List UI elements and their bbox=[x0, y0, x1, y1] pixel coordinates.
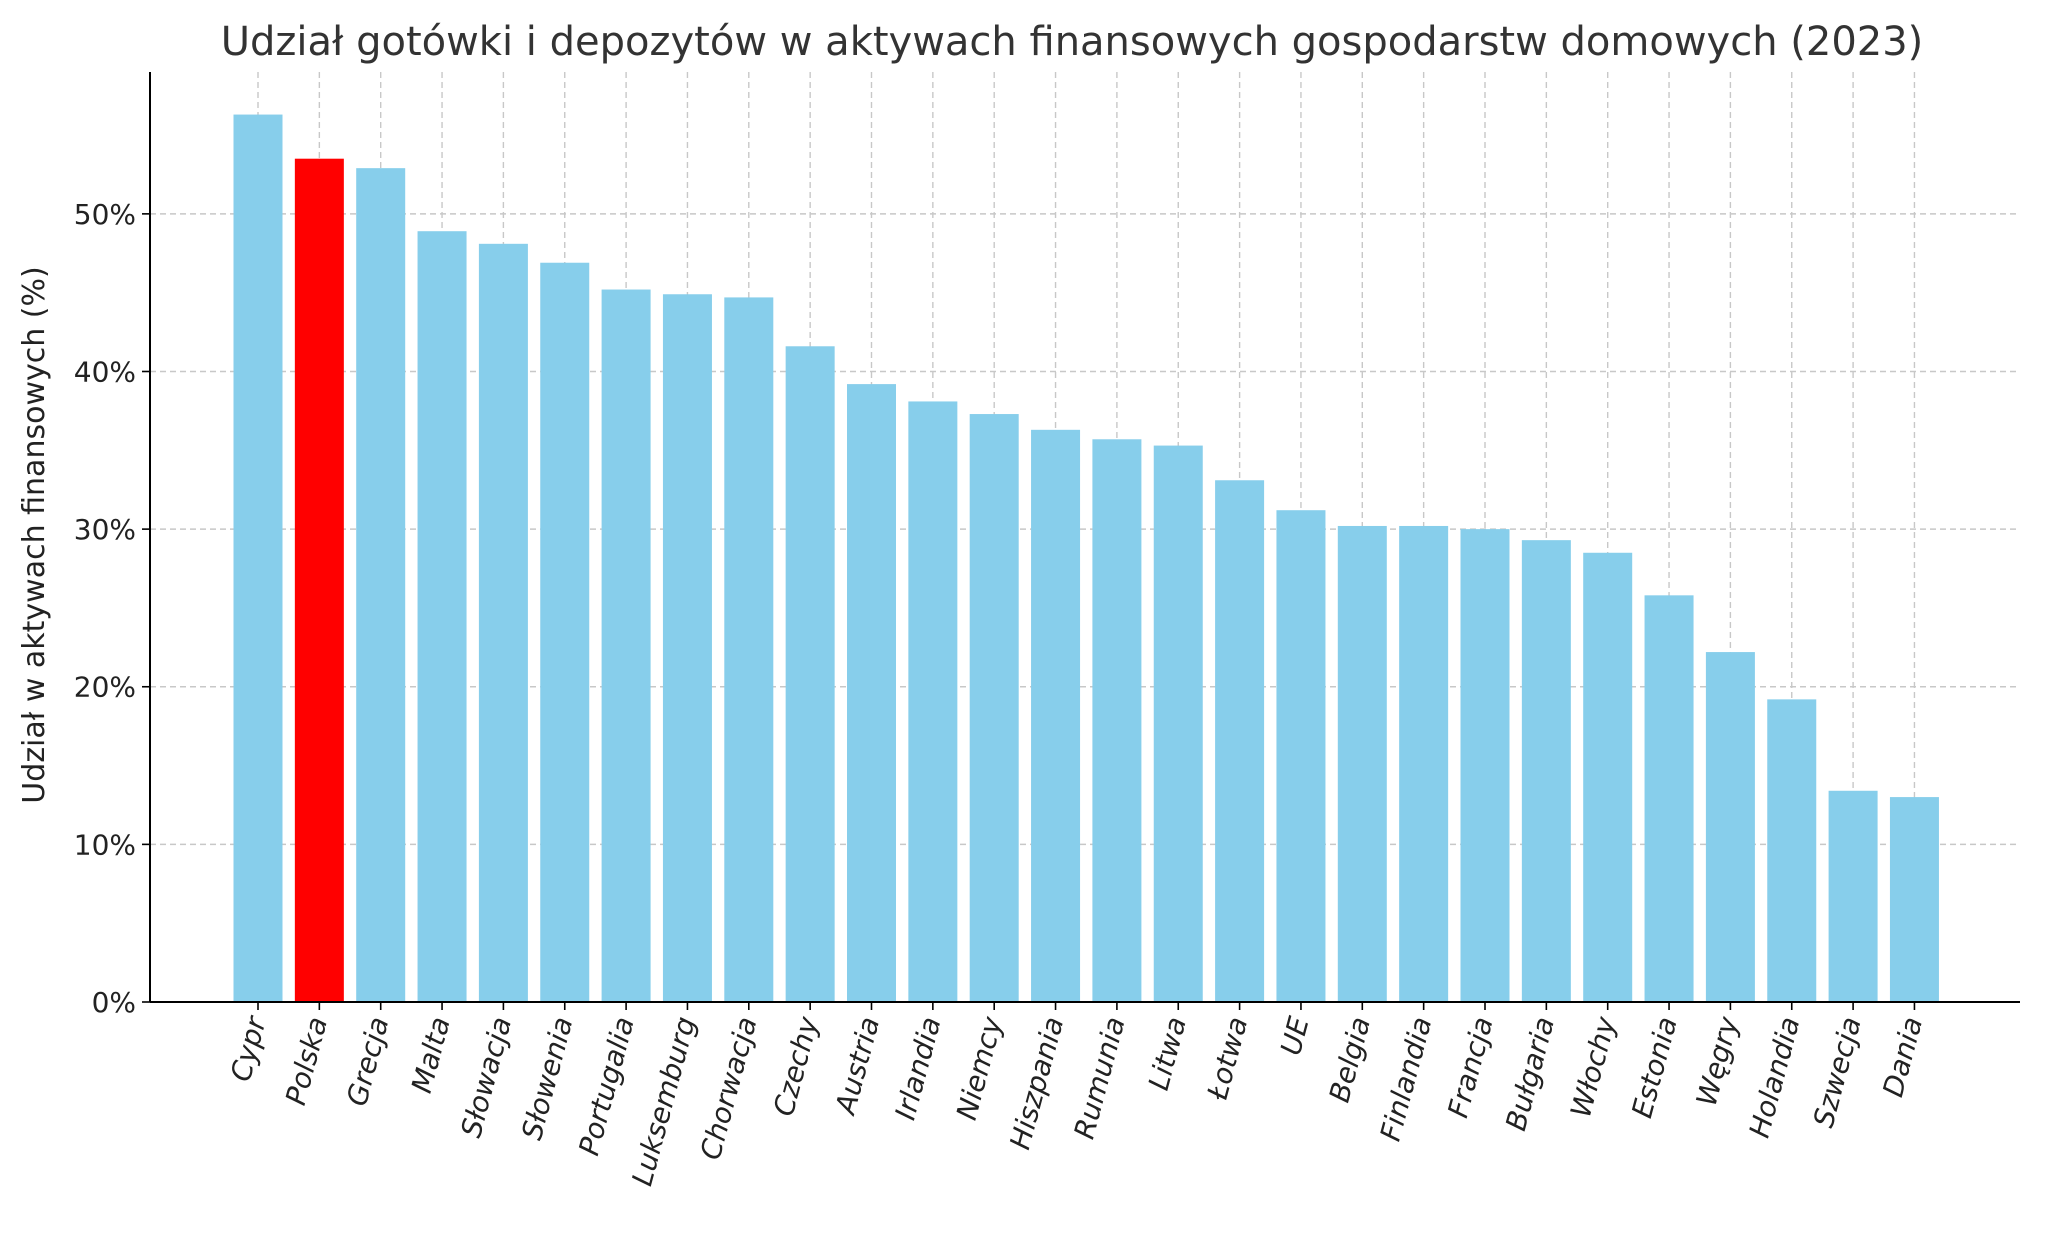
x-tick-label-czechy: Czechy bbox=[767, 1013, 825, 1120]
x-tick-label-grecja: Grecja bbox=[340, 1013, 395, 1109]
x-tick-label-hiszpania: Hiszpania bbox=[1003, 1013, 1070, 1153]
y-tick-label: 30% bbox=[74, 513, 136, 546]
x-tick-label-polska: Polska bbox=[279, 1013, 334, 1108]
bar-portugalia bbox=[601, 289, 651, 1003]
axes bbox=[149, 72, 2020, 1003]
bar-lotwa bbox=[1215, 480, 1265, 1002]
x-tick-label-lotwa: Łotwa bbox=[1201, 1013, 1255, 1104]
chart-title: Udział gotówki i depozytów w aktywach fi… bbox=[221, 19, 1924, 65]
bar-szwecja bbox=[1828, 790, 1878, 1002]
x-tick-label-bulgaria: Bułgaria bbox=[1499, 1013, 1561, 1134]
x-tick-label-estonia: Estonia bbox=[1625, 1013, 1684, 1121]
bar-luksemburg bbox=[662, 294, 712, 1002]
bar-ue bbox=[1276, 510, 1326, 1002]
x-tick-label-irlandia: Irlandia bbox=[889, 1013, 948, 1123]
x-tick-label-chorwacja: Chorwacja bbox=[694, 1013, 764, 1163]
y-tick-label: 20% bbox=[74, 671, 136, 704]
x-tick-label-dania: Dania bbox=[1876, 1013, 1929, 1100]
y-tick-label: 0% bbox=[92, 986, 136, 1019]
bar-polska bbox=[294, 158, 344, 1002]
bar-litwa bbox=[1153, 445, 1203, 1002]
x-tick-label-niemcy: Niemcy bbox=[950, 1013, 1009, 1124]
bar-hiszpania bbox=[1031, 429, 1081, 1002]
y-tick-label: 40% bbox=[74, 355, 136, 388]
bar-wegry bbox=[1705, 652, 1755, 1002]
x-tick-label-slowenia: Słowenia bbox=[515, 1013, 579, 1143]
x-tick-label-slowacja: Słowacja bbox=[454, 1013, 518, 1141]
x-axis-ticks: Cypr Polska Grecja MaltaSłowacjaSłoweniaPor… bbox=[224, 1002, 1929, 1189]
x-tick-label-portugalia: Portugalia bbox=[572, 1013, 641, 1159]
bar-irlandia bbox=[908, 401, 958, 1002]
bar-bulgaria bbox=[1521, 540, 1571, 1002]
x-tick-label-szwecja: Szwecja bbox=[1807, 1013, 1868, 1131]
bar-finlandia bbox=[1399, 525, 1449, 1002]
bar-austria bbox=[847, 384, 896, 1002]
bar-grecja bbox=[356, 168, 406, 1003]
bar-holandia bbox=[1767, 699, 1817, 1002]
x-tick-label-austria: Austria bbox=[828, 1013, 886, 1119]
x-tick-label-finlandia: Finlandia bbox=[1374, 1013, 1439, 1144]
x-tick-label-cypr: Cypr bbox=[224, 1012, 273, 1085]
x-tick-label-luksemburg: Luksemburg bbox=[625, 1013, 702, 1189]
bar-slowenia bbox=[540, 262, 590, 1002]
x-tick-label-ue: UE bbox=[1274, 1013, 1316, 1059]
bar-rumunia bbox=[1092, 439, 1142, 1002]
x-tick-label-holandia: Holandia bbox=[1743, 1013, 1807, 1141]
bars bbox=[233, 114, 1939, 1003]
y-tick-label: 10% bbox=[74, 828, 136, 861]
x-tick-label-litwa: Litwa bbox=[1142, 1013, 1193, 1093]
bar-belgia bbox=[1337, 525, 1387, 1002]
x-tick-label-francja: Francja bbox=[1441, 1013, 1499, 1121]
y-axis-ticks: 0% 10% 20% 30% 40% 50% bbox=[74, 198, 150, 1019]
bar-francja bbox=[1460, 529, 1510, 1002]
y-axis-label: Udział w aktywach finansowych (%) bbox=[17, 266, 52, 803]
bar-dania bbox=[1889, 797, 1939, 1002]
bar-estonia bbox=[1644, 595, 1694, 1002]
bar-cypr bbox=[233, 114, 283, 1002]
x-tick-label-rumunia: Rumunia bbox=[1067, 1013, 1131, 1142]
y-tick-label: 50% bbox=[74, 198, 136, 231]
bar-niemcy bbox=[969, 414, 1019, 1002]
bar-slowacja bbox=[478, 243, 528, 1003]
bar-chorwacja bbox=[724, 297, 774, 1003]
bar-wlochy bbox=[1583, 552, 1633, 1002]
x-tick-label-wegry: Węgry bbox=[1690, 1013, 1745, 1110]
x-tick-label-malta: Malta bbox=[405, 1013, 457, 1096]
bar-czechy bbox=[785, 346, 835, 1002]
x-tick-label-belgia: Belgia bbox=[1323, 1013, 1377, 1106]
x-tick-label-wlochy: Włochy bbox=[1564, 1013, 1623, 1121]
bar-malta bbox=[417, 231, 467, 1003]
